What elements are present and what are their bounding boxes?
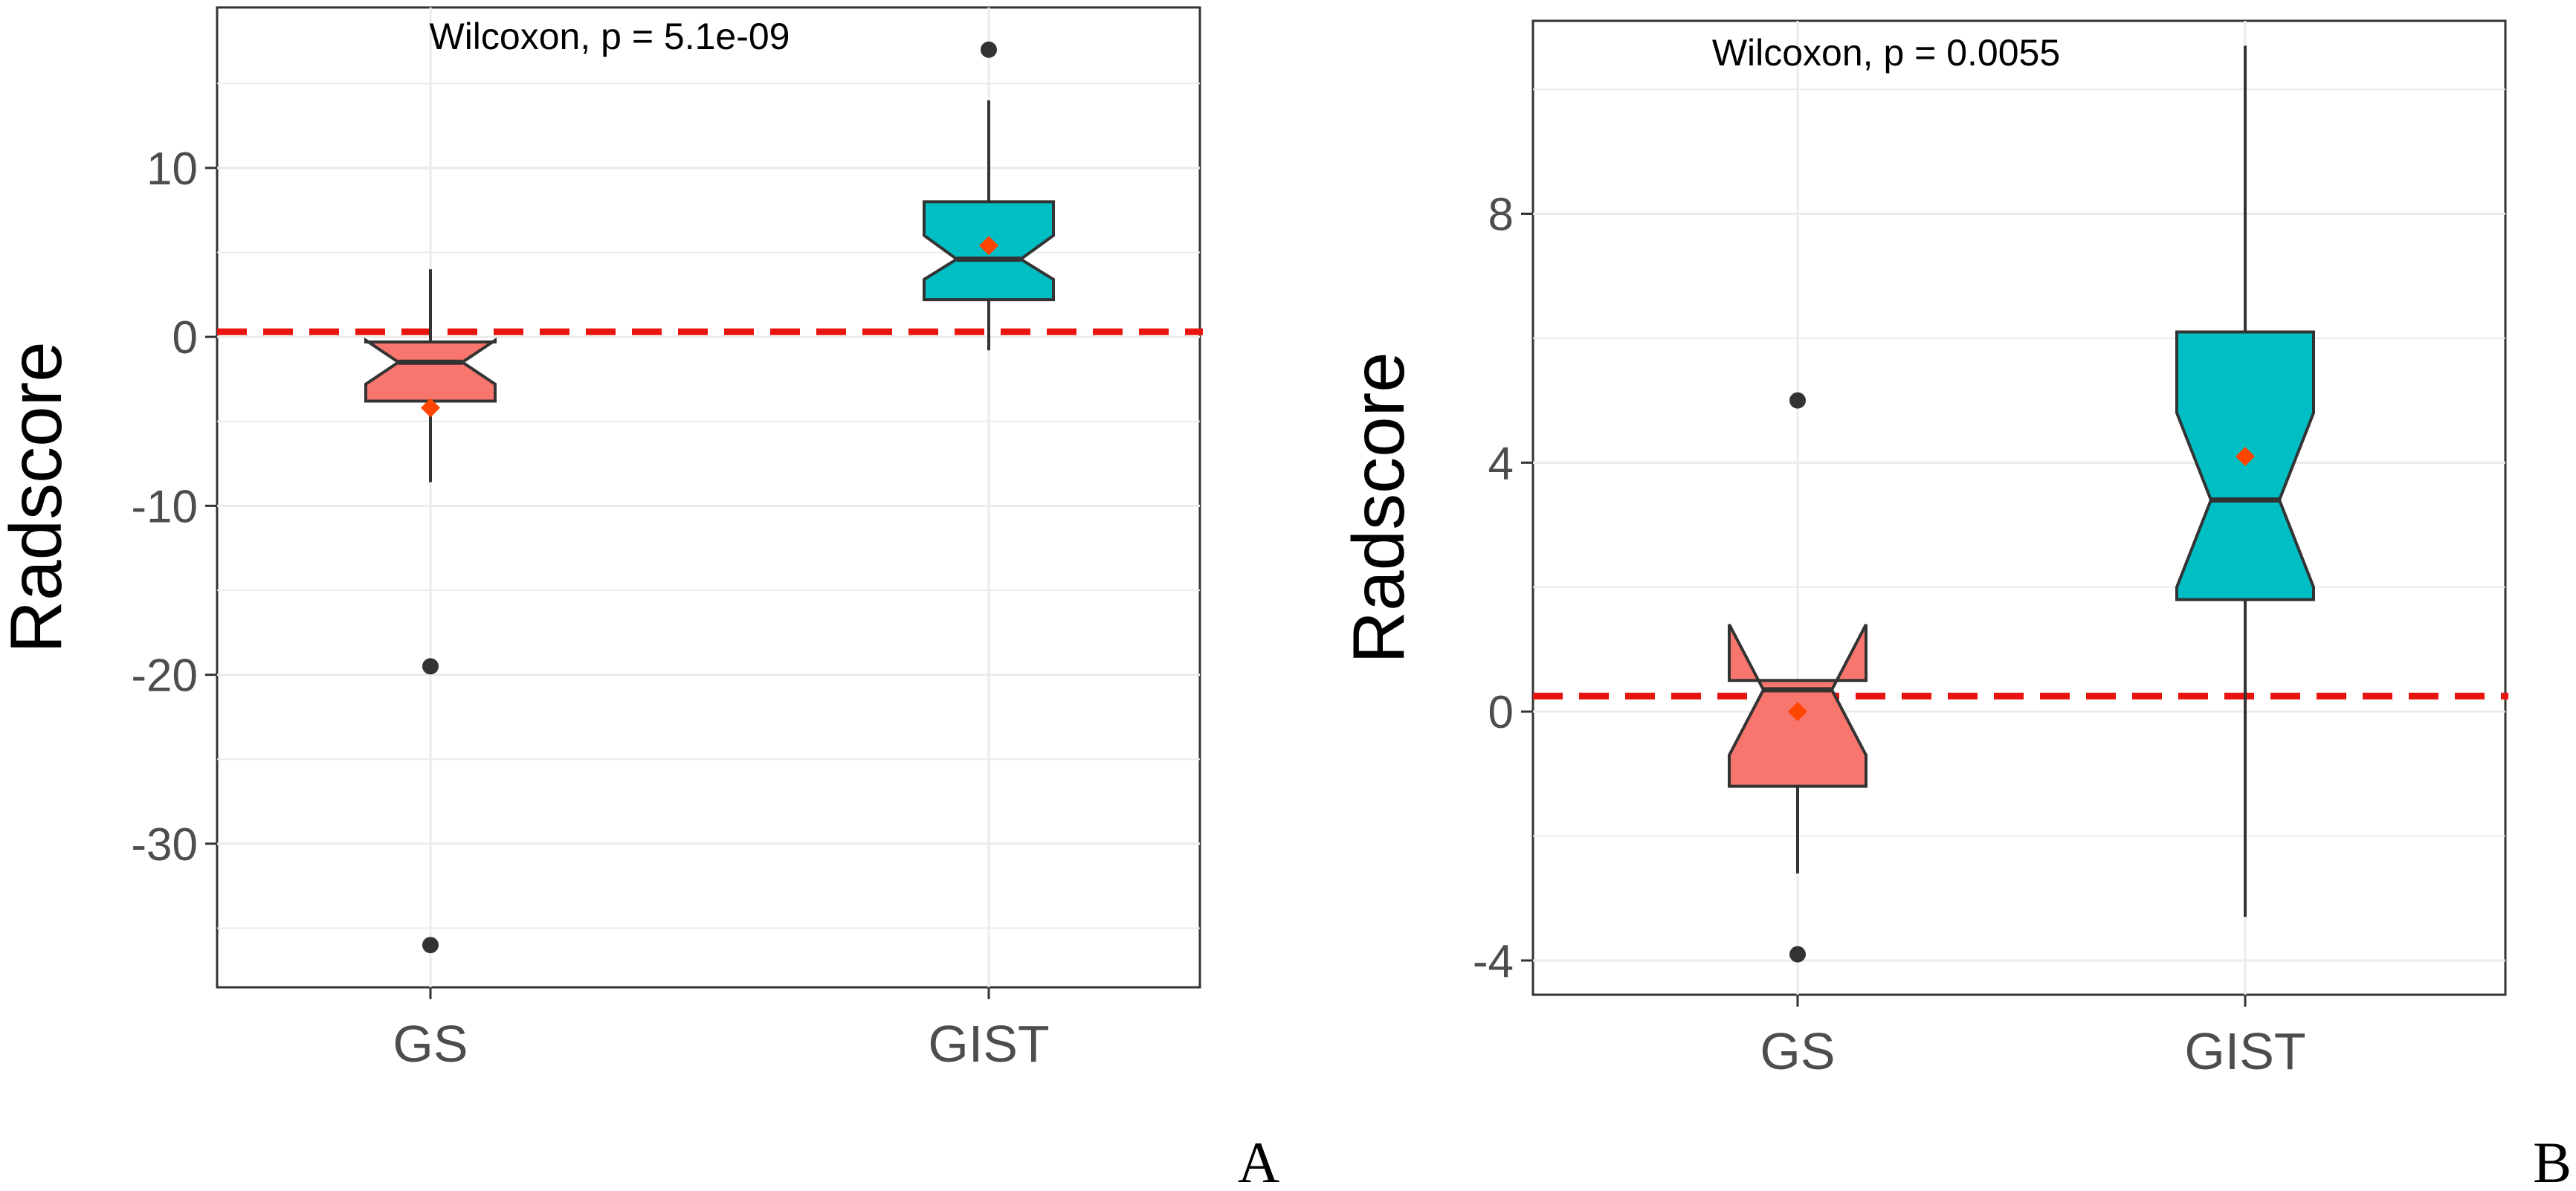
panel-a-plot-border (216, 6, 1201, 989)
y-tick-label: 0 (1488, 687, 1514, 738)
y-axis-label-b: Radscore (1337, 352, 1419, 663)
panel-label-a: A (1238, 1130, 1279, 1191)
outlier-point (1789, 946, 1806, 963)
panel-b-plot-border (1531, 19, 2507, 996)
outlier-point (422, 937, 439, 954)
y-tick-label: 10 (146, 143, 198, 195)
x-tick-label: GIST (2184, 1022, 2305, 1080)
x-tick-label: GIST (928, 1015, 1049, 1073)
outlier-point (1789, 392, 1806, 409)
mean-marker-gs (1788, 702, 1807, 722)
y-axis-label-a: Radscore (0, 341, 77, 653)
mean-marker-gist (979, 236, 998, 256)
outlier-point (422, 658, 439, 675)
y-tick-label: -10 (131, 481, 198, 532)
y-tick-label: 0 (172, 312, 198, 364)
x-tick-label: GS (393, 1015, 468, 1073)
mean-marker-gist (2236, 446, 2255, 466)
box-gs (364, 337, 497, 403)
wilcoxon-annotation-a: Wilcoxon, p = 5.1e-09 (430, 16, 790, 57)
panel-b: 8 4 0 -4 GS GIST Wilcoxon, p = 0.0055 Radscor… (1337, 19, 2572, 1191)
x-tick-label: GS (1760, 1022, 1835, 1080)
y-tick-label: 8 (1488, 189, 1514, 240)
outlier-point (981, 41, 997, 58)
panel-label-b: B (2533, 1130, 2572, 1191)
panel-a: 10 0 -10 -20 -30 GS GIST Wilcoxon, p = 5.1e-09… (0, 6, 1279, 1191)
y-tick-label: 4 (1488, 438, 1514, 489)
y-tick-label: -20 (131, 651, 198, 702)
wilcoxon-annotation-b: Wilcoxon, p = 0.0055 (1712, 32, 2060, 74)
y-tick-label: -30 (131, 819, 198, 871)
y-tick-label: -4 (1473, 936, 1514, 987)
mean-marker-gs (421, 398, 440, 418)
